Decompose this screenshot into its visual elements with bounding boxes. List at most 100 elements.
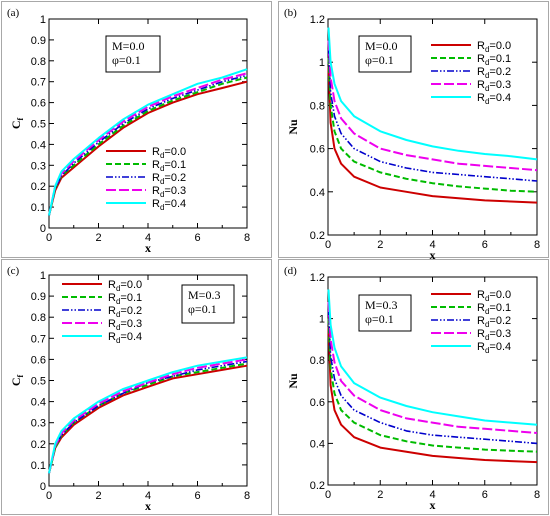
series-line <box>48 356 248 474</box>
annotation-box <box>358 35 412 73</box>
series-line <box>48 72 248 216</box>
annotation-box <box>358 294 412 332</box>
legend-label: Rd=0.1 <box>477 302 511 316</box>
series-line <box>48 68 248 216</box>
x-tick-label: 0 <box>325 239 331 251</box>
legend-label: Rd=0.1 <box>108 292 142 306</box>
legend-label: Rd=0.4 <box>108 331 142 345</box>
legend-label: Rd=0.1 <box>477 53 511 67</box>
chart-c-svg: 0 2 4 6 8 0 0.1 0.2 0.3 0.4 0.5 0.6 0.7 0.8 0.9 1 (c) x Cf… <box>7 265 250 513</box>
y-tick-label: 0.1 <box>31 460 46 472</box>
chart-panel-b: 0 2 4 6 8 0.2 0.4 0.6 0.8 1 1.2 (b) x Nu M=0.0 φ=0.1 Rd=… <box>278 1 549 259</box>
series-line <box>327 326 538 464</box>
panel-label: (c) <box>7 265 20 277</box>
y-tick-label: 0.9 <box>31 35 46 47</box>
x-tick-label: 4 <box>145 232 151 244</box>
x-tick-label: 6 <box>194 232 200 244</box>
x-tick-label: 6 <box>194 490 200 502</box>
x-tick-label: 2 <box>95 490 101 502</box>
legend-label: Rd=0.2 <box>152 172 186 186</box>
chart-d-svg: 0 2 4 6 8 0.2 0.4 0.6 0.8 1 1.2 (d) x Nu M=0.3φ=0.1 Rd=… <box>284 265 540 512</box>
y-tick-label: 1 <box>319 314 325 326</box>
x-tick-label: 8 <box>534 489 540 501</box>
series-line <box>327 318 538 453</box>
y-tick-label: 1.2 <box>310 272 325 284</box>
legend-label: Rd=0.0 <box>477 289 511 303</box>
legend-label: Rd=0.1 <box>152 159 186 173</box>
y-tick-label: 0.5 <box>31 376 46 388</box>
legend-label: Rd=0.2 <box>477 66 511 80</box>
series-line <box>327 40 538 172</box>
y-tick-label: 0.8 <box>31 56 46 68</box>
annotation-text: M=0.3 <box>365 298 397 312</box>
legend-label: Rd=0.4 <box>152 198 186 212</box>
series-line <box>327 27 538 161</box>
y-tick-label: 0.8 <box>31 312 46 324</box>
chart-a-svg: 0 2 4 6 8 0 0.1 0.2 0.3 0.4 0.5 0.6 0.7 0.8 0.9 1 (a) x Cf… <box>7 7 250 255</box>
series-line <box>48 76 248 216</box>
x-axis-label: x <box>145 499 151 513</box>
x-tick-label: 4 <box>429 489 435 501</box>
x-axis-label: x <box>145 241 151 255</box>
x-tick-label: 2 <box>377 239 383 251</box>
y-tick-label: 0.4 <box>310 187 325 199</box>
x-tick-label: 8 <box>244 490 250 502</box>
y-tick-label: 0.6 <box>31 354 46 366</box>
y-tick-label: 0.2 <box>310 230 325 242</box>
x-axis-label: x <box>430 248 436 259</box>
legend-label: Rd=0.3 <box>477 328 511 342</box>
x-tick-label: 6 <box>482 239 488 251</box>
series-line <box>48 362 248 474</box>
y-tick-label: 0.2 <box>31 439 46 451</box>
y-tick-label: 0.6 <box>31 98 46 110</box>
y-axis-label: Nu <box>286 373 300 389</box>
y-tick-label: 0.4 <box>310 438 325 450</box>
annotation-text: φ=0.1 <box>365 53 394 67</box>
y-tick-label: 0.8 <box>310 355 325 367</box>
y-tick-label: 0.9 <box>31 291 46 303</box>
legend-label: Rd=0.4 <box>477 92 511 106</box>
legend-label: Rd=0.4 <box>477 341 511 355</box>
y-axis-label-sub: f <box>16 375 25 378</box>
legend-label: Rd=0.0 <box>152 146 186 160</box>
y-axis-label: Cf <box>9 118 25 130</box>
y-axis-label: Nu <box>286 119 300 135</box>
y-tick-label: 0 <box>40 223 46 235</box>
annotation-text: M=0.0 <box>112 39 144 53</box>
y-tick-label: 0.4 <box>31 397 46 409</box>
x-tick-label: 4 <box>429 239 435 251</box>
panel-label: (a) <box>7 7 20 19</box>
x-tick-label: 0 <box>46 232 52 244</box>
series-line <box>48 358 248 474</box>
legend-label: Rd=0.2 <box>477 315 511 329</box>
series-line <box>48 364 248 474</box>
legend-label: Rd=0.3 <box>477 79 511 93</box>
y-tick-label: 0.8 <box>310 100 325 112</box>
annotation-box <box>181 284 235 324</box>
legend-label: Rd=0.0 <box>108 279 142 293</box>
legend-label: Rd=0.3 <box>108 318 142 332</box>
y-axis-label-sub: f <box>16 118 25 121</box>
annotation-text: φ=0.1 <box>188 302 217 316</box>
y-tick-label: 1.2 <box>310 14 325 26</box>
y-tick-label: 0.6 <box>310 144 325 156</box>
annotation-text: M=0.3 <box>188 288 220 302</box>
x-tick-label: 2 <box>95 232 101 244</box>
panel-label: (d) <box>284 265 297 277</box>
legend-label: Rd=0.0 <box>477 40 511 54</box>
annotation-text: φ=0.1 <box>365 312 394 326</box>
series-line <box>48 80 248 216</box>
x-axis-label: x <box>430 498 436 512</box>
series-line <box>327 301 538 434</box>
y-tick-label: 0.1 <box>31 202 46 214</box>
y-tick-label: 0.7 <box>31 333 46 345</box>
y-tick-label: 0 <box>40 481 46 493</box>
y-tick-label: 0.2 <box>31 181 46 193</box>
y-tick-label: 0.3 <box>31 160 46 172</box>
x-tick-label: 6 <box>482 489 488 501</box>
series-line <box>48 360 248 474</box>
x-tick-label: 0 <box>325 489 331 501</box>
chart-panel-c: 0 2 4 6 8 0 0.1 0.2 0.3 0.4 0.5 0.6 0.7 0.8 0.9 1 (c) x Cf… <box>1 259 272 515</box>
legend-label: Rd=0.3 <box>152 185 186 199</box>
series-line <box>327 66 538 204</box>
